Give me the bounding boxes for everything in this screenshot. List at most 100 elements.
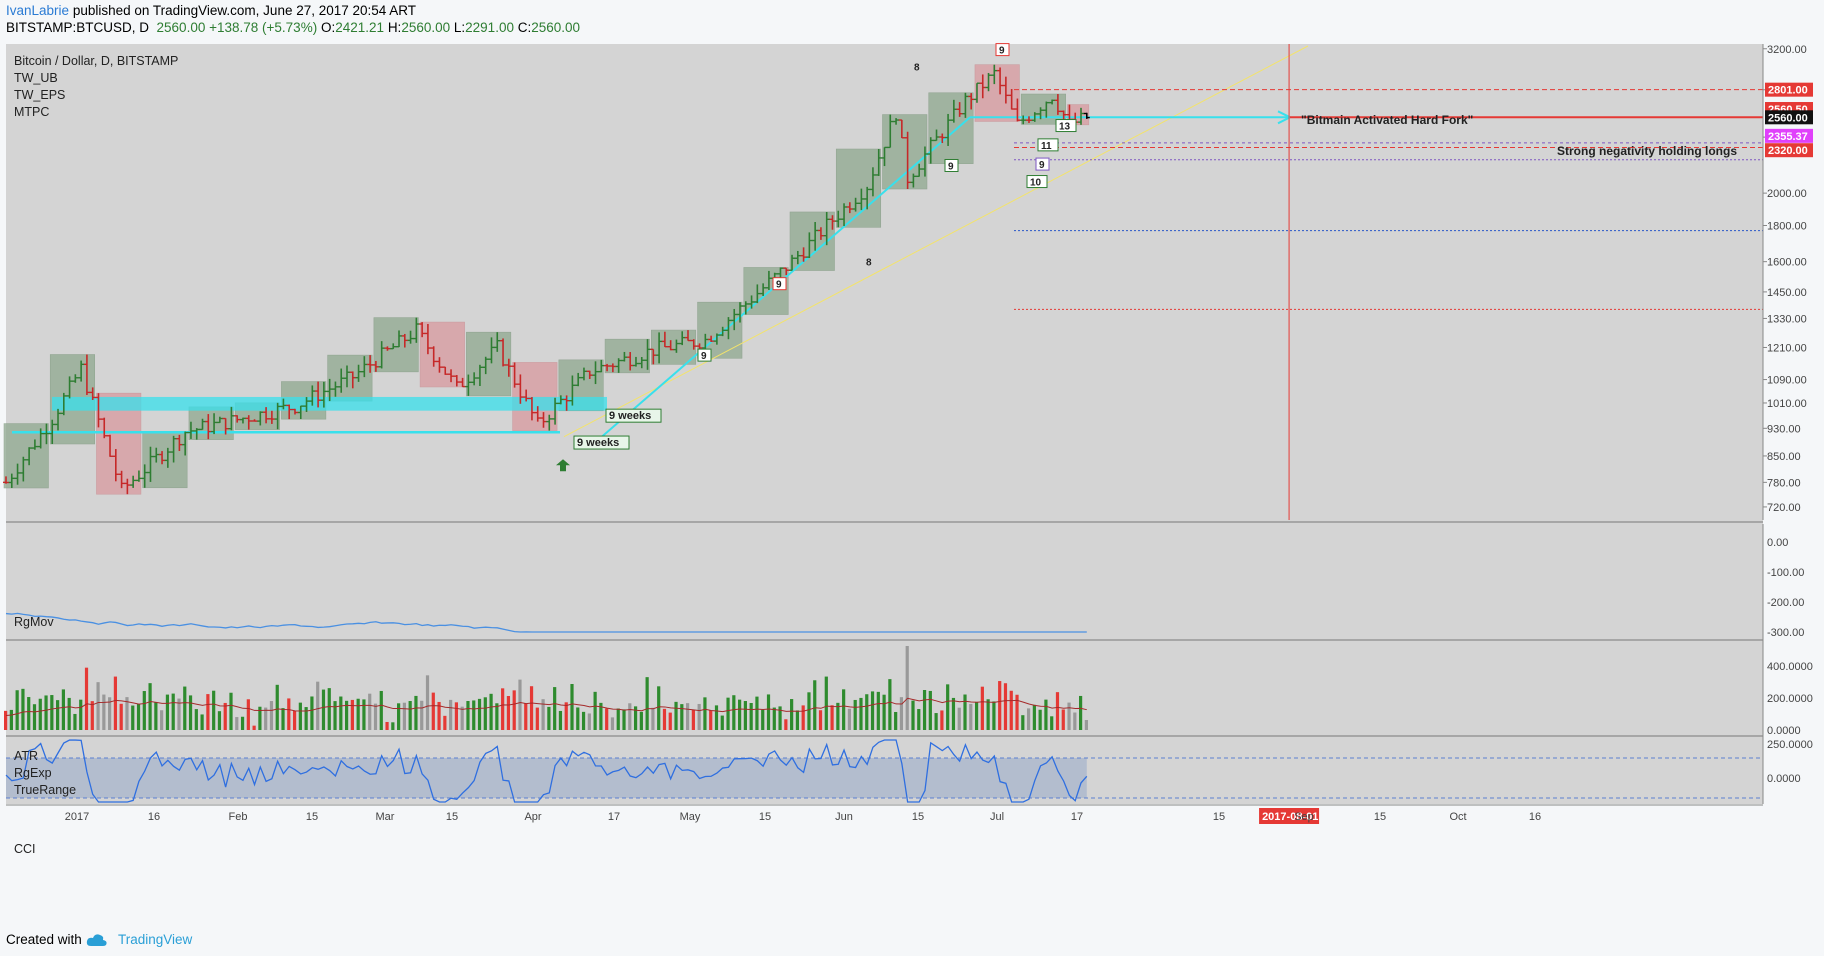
- truerange-bar: [32, 704, 37, 730]
- truerange-bar: [264, 707, 268, 730]
- truerange-bar: [657, 686, 661, 730]
- truerange-bar: [946, 684, 950, 730]
- time-tick-label: 15: [759, 811, 771, 823]
- truerange-bar: [385, 721, 389, 730]
- truerange-bar: [177, 698, 181, 730]
- truerange-bar: [61, 689, 65, 730]
- count-box: [1055, 119, 1077, 133]
- created-with: Created with: [6, 932, 82, 947]
- truerange-bar: [200, 714, 204, 730]
- count-box: [697, 348, 712, 362]
- truerange-bar: [761, 709, 765, 730]
- trend-line: [563, 45, 1309, 438]
- truerange-bar: [67, 697, 71, 730]
- candles: [3, 64, 1090, 495]
- truerange-bar: [547, 706, 551, 730]
- truerange-bar: [1032, 704, 1036, 730]
- truerange-bar: [212, 690, 216, 730]
- truerange-bar: [784, 719, 788, 730]
- truerange-bar: [951, 697, 956, 730]
- time-tick-label: Sep: [1294, 811, 1314, 823]
- truerange-bar: [1009, 690, 1013, 730]
- chart[interactable]: 9 weeks 9 weeks 8 9 8 9 9 13 11 9 10 9 0.00 -100.00 -…: [0, 42, 1824, 924]
- truerange-bar: [662, 708, 667, 730]
- truerange-bar: [894, 711, 898, 730]
- level-lines: [12, 44, 1763, 520]
- truerange-bar: [281, 708, 285, 730]
- author-link[interactable]: IvanLabrie: [6, 3, 70, 18]
- publish-info: published on TradingView.com, June 27, 2…: [72, 3, 417, 18]
- price-tag-label: 2560.00: [1768, 112, 1808, 124]
- last-price: 2560.00: [156, 20, 206, 35]
- pattern-box: [327, 354, 373, 402]
- truerange-bar: [859, 697, 863, 730]
- truerange-bar: [772, 707, 776, 730]
- truerange-bar: [240, 716, 245, 730]
- price-change: +138.78 (+5.73%): [209, 20, 318, 35]
- truerange-bar: [235, 717, 239, 730]
- truerange-bar: [160, 710, 164, 730]
- pattern-box: [604, 338, 650, 374]
- count-label: 9: [948, 161, 954, 172]
- rgmov-line: [5, 612, 1087, 633]
- truerange-bar: [397, 703, 401, 730]
- truerange-bar: [1044, 699, 1048, 730]
- tradingview-link[interactable]: TradingView: [118, 932, 193, 947]
- price-tag-label: 2801.00: [1768, 85, 1808, 97]
- truerange-bar: [610, 717, 615, 730]
- hard-fork-note: "Bitmain Activated Hard Fork": [1301, 113, 1473, 127]
- truerange-bar: [558, 710, 563, 730]
- truerange-bar: [454, 702, 459, 730]
- truerange-bar: [714, 705, 719, 730]
- truerange-bar: [113, 676, 118, 730]
- count-label: 8: [866, 258, 872, 269]
- count-box: [1035, 157, 1050, 171]
- truerange-bar: [148, 683, 152, 730]
- price-tag: [1765, 110, 1813, 125]
- truerange-bar: [171, 693, 175, 730]
- atr-label: ATR: [14, 749, 38, 763]
- low-label: L:: [453, 20, 466, 35]
- count-label: 9: [701, 351, 707, 362]
- truerange-bar: [269, 701, 274, 730]
- truerange-bar: [616, 708, 620, 730]
- time-tick-label: 15: [1374, 811, 1386, 823]
- price-tick-label: 720.00: [1767, 502, 1801, 514]
- time-tick-label: Mar: [376, 811, 395, 823]
- count-label: 9: [999, 46, 1005, 57]
- truerange-bar: [934, 713, 938, 730]
- price-tag-label: 2355.37: [1768, 131, 1808, 143]
- weeks-label-box: [605, 408, 662, 423]
- count-box: [1026, 175, 1048, 189]
- cci-line: [5, 739, 1088, 803]
- truerange-bar: [1067, 702, 1071, 730]
- truerange-bar: [963, 694, 967, 730]
- truerange-bar: [853, 699, 857, 730]
- truerange-bar: [84, 667, 89, 730]
- price-tick-label: 780.00: [1767, 477, 1801, 489]
- truerange-bar: [73, 713, 77, 730]
- truerange-bar: [1015, 694, 1019, 730]
- open-value: 2421.21: [335, 20, 385, 35]
- truerange-bar: [553, 687, 557, 730]
- time-tick-label: 16: [1529, 811, 1541, 823]
- truerange-bar: [108, 697, 112, 730]
- truerange-bar: [1073, 712, 1077, 730]
- truerange-bar: [795, 710, 800, 730]
- truerange-bar: [96, 682, 100, 730]
- truerange-bar: [535, 707, 539, 730]
- truerange-bar: [830, 705, 834, 730]
- truerange-bar: [460, 706, 464, 730]
- truerange-bar: [842, 689, 846, 730]
- truerange-bar: [680, 704, 684, 730]
- time-tick-label: 15: [446, 811, 458, 823]
- truerange-bar: [697, 703, 701, 730]
- truerange-bar: [217, 711, 222, 730]
- truerange-bar: [425, 675, 430, 730]
- truerange-bar: [639, 711, 643, 730]
- truerange-bar: [79, 699, 83, 730]
- price-tick-label: 1600.00: [1767, 257, 1807, 269]
- time-tick-label: 17: [1071, 811, 1083, 823]
- truerange-bar: [119, 703, 123, 730]
- price-tick-label: 850.00: [1767, 451, 1801, 463]
